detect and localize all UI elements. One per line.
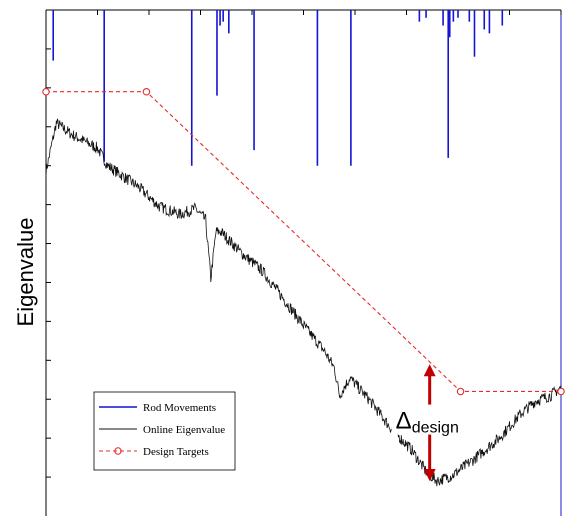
rod-movements-series: [52, 10, 504, 166]
legend-label-eigen: Online Eigenvalue: [143, 424, 225, 436]
design-targets-series: [42, 87, 565, 396]
legend-box: [93, 391, 236, 471]
delta-design-annotation: Δdesign: [391, 364, 478, 481]
legend-label-rod: Rod Movements: [143, 402, 216, 414]
design-target-marker-1: [142, 87, 151, 96]
delta-arrow-head-up: [423, 364, 436, 377]
legend-label-design: Design Targets: [143, 446, 209, 458]
online-eigenvalue-line: [45, 118, 562, 487]
design-target-marker-2: [456, 387, 465, 396]
design-target-marker-0: [42, 87, 50, 96]
legend-marker-design: [114, 447, 122, 455]
y-axis-label: Eigenvalue: [13, 218, 38, 327]
delta-label-background: [391, 404, 478, 435]
delta-arrow-head-down: [423, 468, 436, 481]
design-targets-line: [46, 91, 561, 392]
online-eigenvalue-series: [45, 118, 562, 487]
legend: Rod Movements Online Eigenvalue Design T…: [93, 391, 236, 471]
design-target-marker-3: [557, 387, 565, 396]
y-ticks: [46, 48, 51, 478]
x-ticks: [97, 10, 562, 15]
